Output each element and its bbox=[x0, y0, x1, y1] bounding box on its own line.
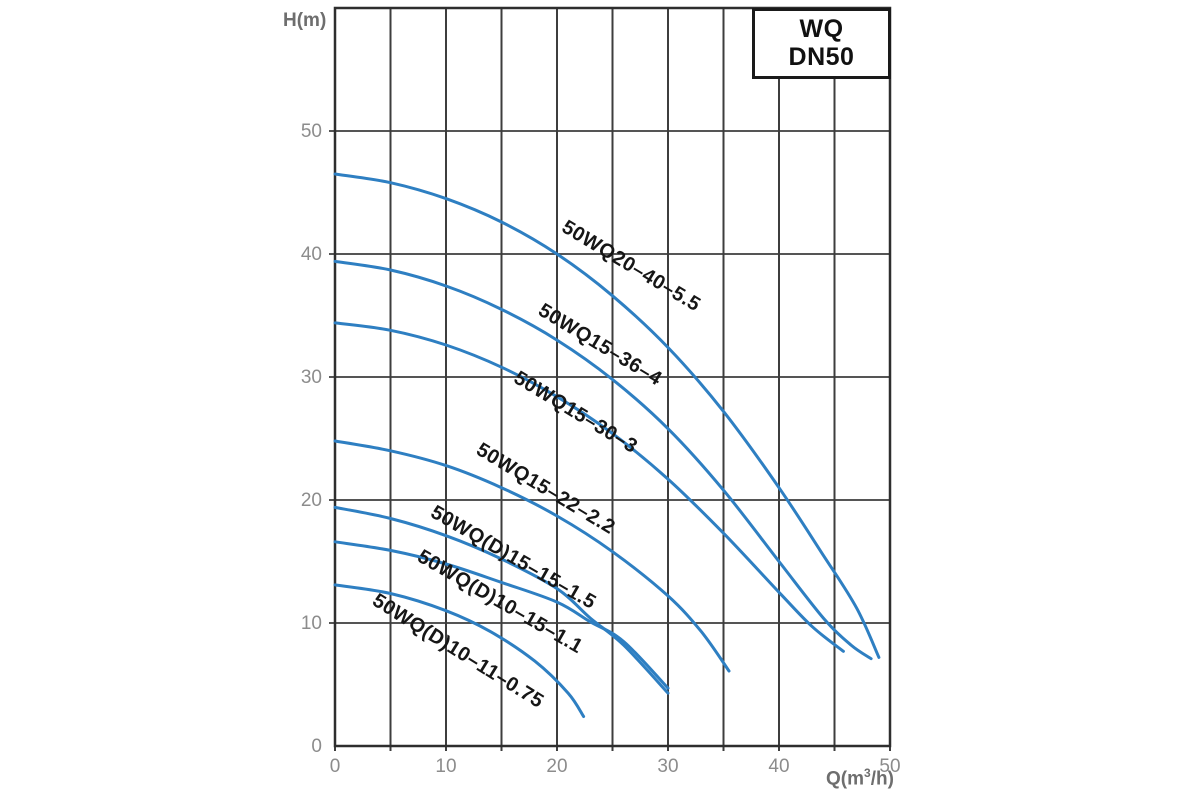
plot-frame bbox=[333, 6, 892, 748]
badge-line-1: WQ bbox=[799, 15, 844, 43]
y-axis-title: H(m) bbox=[283, 10, 327, 31]
curve-label-50WQ15-30-3: 50WQ15–30–3 bbox=[510, 367, 641, 458]
y-tick-label: 0 bbox=[311, 736, 322, 757]
pump-curve-50WQ20-40-5.5 bbox=[333, 172, 881, 659]
pump-curve-50WQ(D)10-11-0.75 bbox=[333, 583, 586, 718]
x-tick-label: 50 bbox=[879, 756, 900, 777]
x-tick-label: 40 bbox=[768, 756, 789, 777]
y-tick-label: 40 bbox=[301, 244, 322, 265]
x-tick-label: 30 bbox=[657, 756, 678, 777]
x-tick-label: 10 bbox=[435, 756, 456, 777]
x-tick-label: 20 bbox=[546, 756, 567, 777]
badge-line-2: DN50 bbox=[788, 42, 855, 71]
pump-curve-50WQ(D)15-15-1.5 bbox=[333, 505, 670, 695]
pump-curve-50WQ15-22-2.2 bbox=[333, 439, 731, 673]
y-tick-label: 50 bbox=[301, 121, 322, 142]
y-tick-label: 20 bbox=[301, 490, 322, 511]
pump-curve-50WQ15-30-3 bbox=[333, 321, 845, 653]
pump-curve-50WQ(D)10-15-1.1 bbox=[333, 540, 670, 690]
y-tick-label: 30 bbox=[301, 367, 322, 388]
pump-curve-50WQ15-36-4 bbox=[333, 259, 873, 661]
curve-label-50WQ15-22-2.2: 50WQ15–22–2.2 bbox=[472, 439, 619, 539]
y-tick-label: 10 bbox=[301, 613, 322, 634]
model-series-badge: WQ DN50 bbox=[752, 8, 891, 79]
x-axis-title: Q(m3/h) bbox=[826, 766, 894, 790]
curve-label-50WQ20-40-5.5: 50WQ20–40–5.5 bbox=[558, 216, 705, 316]
x-tick-label: 0 bbox=[330, 756, 341, 777]
